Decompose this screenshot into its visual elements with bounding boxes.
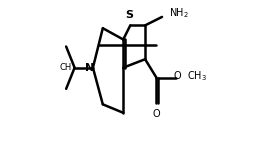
Text: N: N <box>85 63 95 73</box>
Text: O: O <box>173 71 181 81</box>
Text: O: O <box>152 109 160 119</box>
Text: CH: CH <box>59 63 72 72</box>
Text: NH$_2$: NH$_2$ <box>169 6 189 20</box>
Text: CH$_3$: CH$_3$ <box>187 69 208 83</box>
Text: S: S <box>125 10 133 20</box>
